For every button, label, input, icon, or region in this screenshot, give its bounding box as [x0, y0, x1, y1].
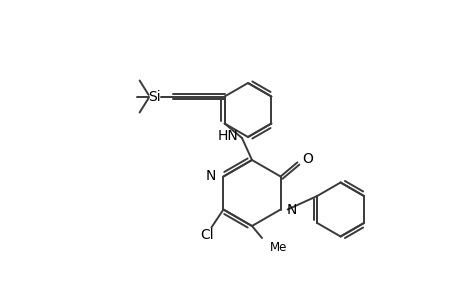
Text: N: N: [286, 202, 297, 217]
Text: N: N: [206, 169, 216, 184]
Text: Me: Me: [269, 242, 287, 254]
Text: Si: Si: [148, 89, 161, 103]
Text: HN: HN: [217, 129, 237, 143]
Text: Cl: Cl: [200, 229, 214, 242]
Text: O: O: [302, 152, 313, 167]
